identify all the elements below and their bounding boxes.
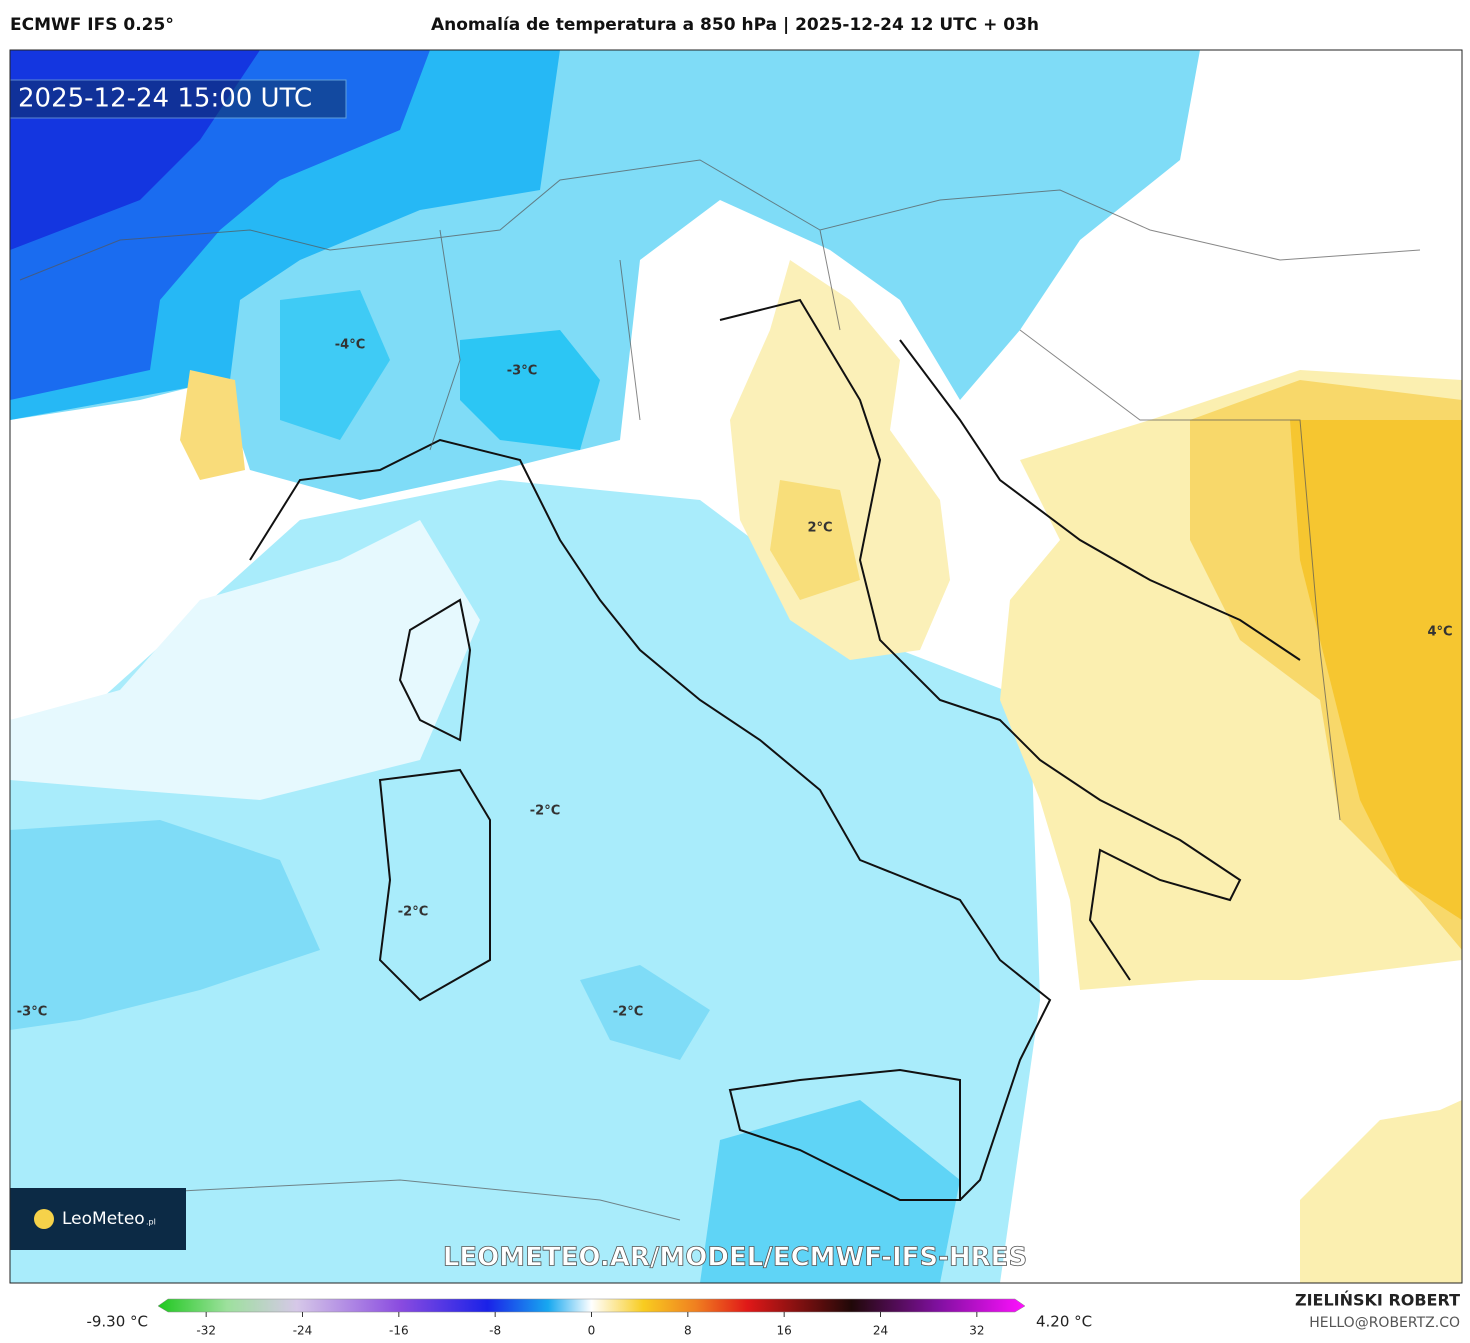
logo-suffix: .pl [146, 1218, 156, 1227]
watermark: LEOMETEO.AR/MODEL/ECMWF-IFS-HRES [443, 1243, 1027, 1273]
colorbar-tick-label: 32 [969, 1324, 984, 1338]
email: HELLO@ROBERTZ.CO [1309, 1315, 1460, 1331]
timestamp: 2025-12-24 15:00 UTC [18, 84, 312, 114]
contour-label: -3°C [17, 1005, 47, 1020]
timestamp-box: 2025-12-24 15:00 UTC [10, 79, 347, 119]
colorbar-ticks: -32 -24 -16 -8 0 8 16 24 32 [196, 1312, 984, 1338]
author: ZIELIŃSKI ROBERT [1295, 1291, 1460, 1310]
cold-pocket [10, 820, 320, 1030]
logo-sun [34, 1209, 54, 1229]
contour-label: -2°C [530, 804, 560, 819]
contour-label: -2°C [398, 905, 428, 920]
colorbar-tick-label: -16 [389, 1324, 409, 1338]
logo-name: LeoMeteo [62, 1209, 145, 1229]
colorbar-tick-label: 24 [873, 1324, 888, 1338]
cold-pocket [280, 290, 390, 440]
cold-pocket [700, 1100, 960, 1283]
warmest-zone [1290, 420, 1462, 920]
contour-label: -2°C [613, 1005, 643, 1020]
colorbar [157, 1298, 1026, 1313]
cold-pocket [460, 330, 600, 450]
colorbar-min-label: -9.30 °C [86, 1313, 148, 1331]
logo: LeoMeteo .pl [10, 1188, 186, 1250]
contour-label: -4°C [335, 338, 365, 353]
colorbar-tick-label: 8 [684, 1324, 692, 1338]
model-name: ECMWF IFS 0.25° [10, 15, 174, 35]
coastlines [249, 298, 1301, 1201]
colorbar-tick-label: 0 [588, 1324, 596, 1338]
colorbar-tick-label: -24 [293, 1324, 313, 1338]
warm-pocket [770, 480, 860, 600]
contour-label: -3°C [507, 364, 537, 379]
map-area: 2025-12-24 15:00 UTC -4°C -3°C 2°C -2°C -2°C… [10, 50, 1462, 1283]
colorbar-tick-label: -32 [196, 1324, 216, 1338]
colorbar-tick-label: -8 [489, 1324, 501, 1338]
map-frame [9, 49, 1463, 1284]
contour-label: 4°C [1427, 625, 1452, 640]
colorbar-max-label: 4.20 °C [1036, 1313, 1092, 1331]
warm-zone [1300, 1100, 1462, 1283]
warm-pocket [180, 370, 245, 480]
contour-labels: -4°C -3°C 2°C -2°C -2°C -3°C -2°C 4°C [17, 338, 1453, 1020]
pale-zone [10, 520, 480, 800]
contour-label: 2°C [807, 521, 832, 536]
colorbar-tick-label: 16 [777, 1324, 792, 1338]
timestamp-background [10, 79, 347, 119]
cold-pocket [580, 965, 710, 1060]
map-title: Anomalía de temperatura a 850 hPa | 2025… [431, 15, 1039, 35]
